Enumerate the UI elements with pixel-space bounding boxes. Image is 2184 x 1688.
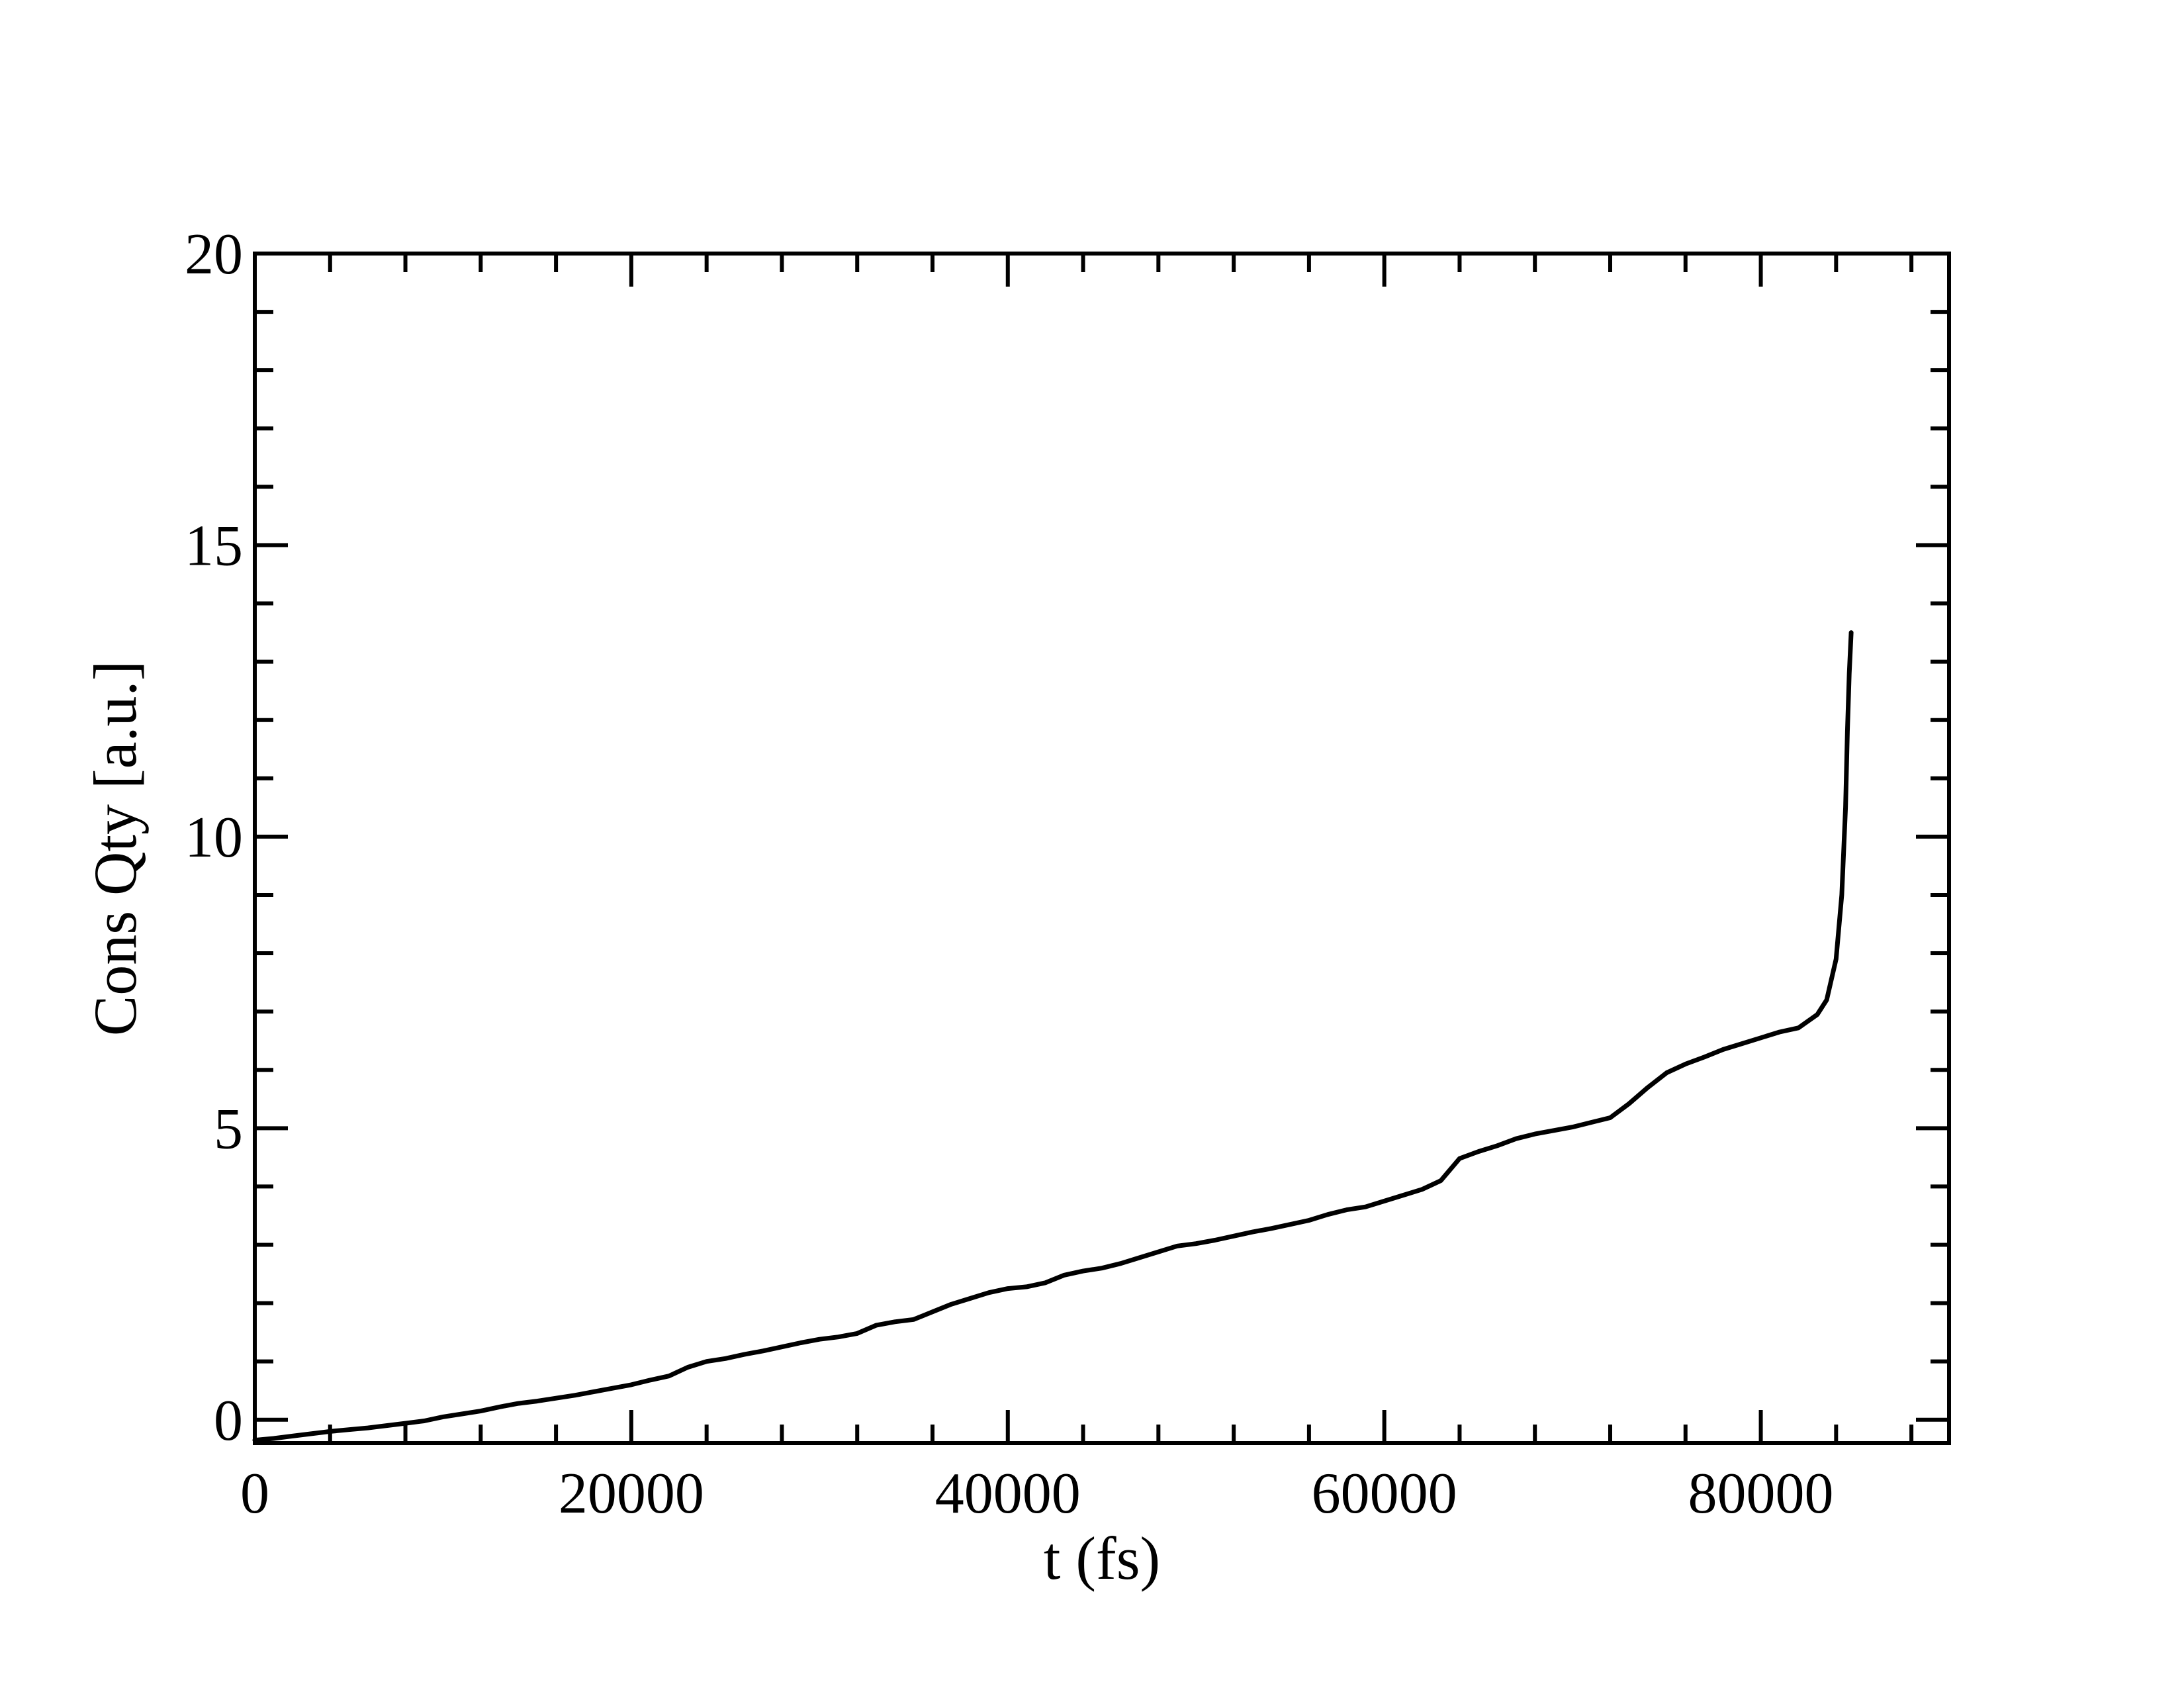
y-axis-label: Cons Qty [a.u.] [81,661,149,1036]
x-tick-label: 40000 [935,1462,1081,1526]
x-tick-label: 60000 [1312,1462,1457,1526]
x-axis-label: t (fs) [1044,1524,1160,1592]
y-tick-label: 20 [185,222,243,287]
x-tick-label: 20000 [559,1462,704,1526]
axis-ticks [253,252,1949,1443]
y-tick-label: 0 [214,1389,243,1453]
tick-labels: 0 20000 40000 60000 80000 0 5 10 15 20 [185,222,1834,1526]
x-tick-label: 0 [240,1462,269,1526]
y-tick-label: 15 [185,514,243,578]
y-tick-label: 10 [185,806,243,870]
series-line [252,630,1854,1443]
plot-frame [253,252,1951,1445]
x-tick-label: 80000 [1688,1462,1834,1526]
y-tick-label: 5 [214,1097,243,1161]
